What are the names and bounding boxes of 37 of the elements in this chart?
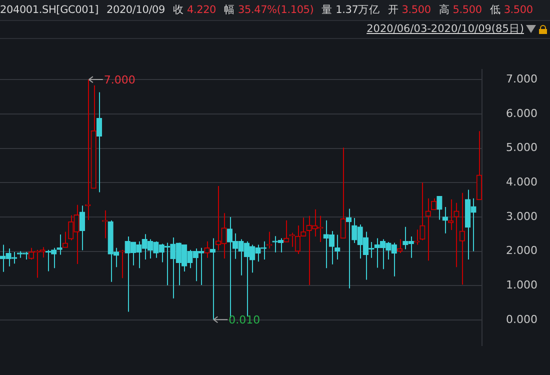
annotation: 0.010 xyxy=(228,314,260,326)
y-tick-label: 2.000 xyxy=(506,244,538,258)
text: 高 5.500 xyxy=(438,4,482,16)
candlestick xyxy=(96,92,102,193)
candlestick xyxy=(414,229,420,246)
candlestick xyxy=(340,147,346,239)
text: 量 1.37万亿 xyxy=(322,4,380,16)
candlestick xyxy=(204,240,210,258)
candlestick xyxy=(436,196,442,220)
text: 幅 35.47%(1.105) xyxy=(224,4,314,16)
candlestick xyxy=(334,234,340,260)
y-tick-label: 1.000 xyxy=(506,278,538,292)
y-tick-label: 5.000 xyxy=(506,141,538,154)
candlestick xyxy=(119,249,125,279)
candlestick xyxy=(284,220,290,243)
candlestick xyxy=(430,198,437,210)
text: 收 4.220 xyxy=(173,4,216,16)
candlestick xyxy=(62,231,68,248)
y-tick-label: 6.000 xyxy=(506,106,538,120)
chart-subtitle: 2020/10/09 xyxy=(106,4,166,16)
y-tick-label: 7.000 xyxy=(506,72,538,86)
text: 低 3.500 xyxy=(490,4,533,16)
candlestick xyxy=(476,130,482,200)
candlestick xyxy=(396,238,403,254)
candlestick xyxy=(266,231,272,250)
annotation: 7.000 xyxy=(104,73,136,86)
y-tick-label: 0.000 xyxy=(506,312,538,326)
text: 2020/06/03-2020/10/09(85日) xyxy=(366,23,524,35)
candlestick xyxy=(454,202,460,268)
candlestick xyxy=(79,205,86,251)
candlestick xyxy=(459,192,465,286)
chart-title: 204001.SH[GC001] xyxy=(0,4,98,16)
y-tick-label: 4.000 xyxy=(506,175,538,188)
text: 开 3.500 xyxy=(388,4,431,16)
candlestick xyxy=(420,182,426,241)
candlestick xyxy=(442,206,448,234)
y-tick-label: 3.000 xyxy=(506,210,538,223)
